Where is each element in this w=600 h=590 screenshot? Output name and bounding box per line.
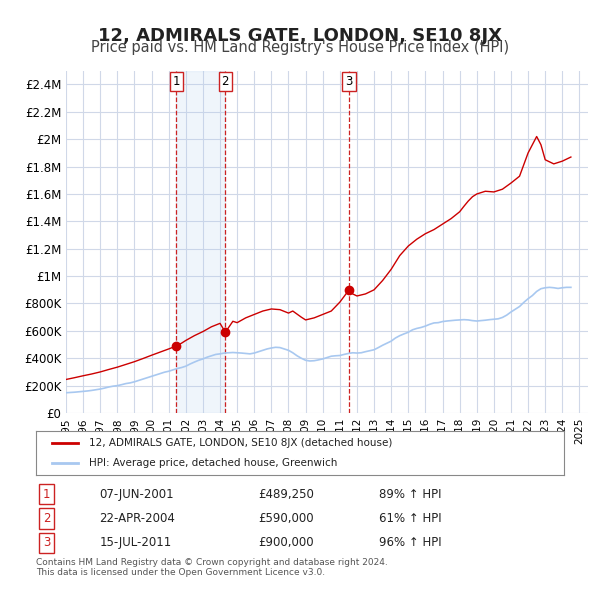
- Text: 12, ADMIRALS GATE, LONDON, SE10 8JX (detached house): 12, ADMIRALS GATE, LONDON, SE10 8JX (det…: [89, 438, 392, 448]
- Text: 96% ↑ HPI: 96% ↑ HPI: [379, 536, 442, 549]
- Bar: [176, 71, 226, 413]
- Text: Price paid vs. HM Land Registry's House Price Index (HPI): Price paid vs. HM Land Registry's House …: [91, 40, 509, 54]
- Text: HPI: Average price, detached house, Greenwich: HPI: Average price, detached house, Gree…: [89, 458, 337, 467]
- Text: £590,000: £590,000: [258, 512, 313, 525]
- Text: 1: 1: [43, 487, 50, 501]
- Text: 3: 3: [43, 536, 50, 549]
- Text: 15-JUL-2011: 15-JUL-2011: [100, 536, 172, 549]
- Text: 22-APR-2004: 22-APR-2004: [100, 512, 175, 525]
- Text: 07-JUN-2001: 07-JUN-2001: [100, 487, 174, 501]
- Text: 12, ADMIRALS GATE, LONDON, SE10 8JX: 12, ADMIRALS GATE, LONDON, SE10 8JX: [98, 27, 502, 45]
- Text: £900,000: £900,000: [258, 536, 313, 549]
- Text: 2: 2: [43, 512, 50, 525]
- Text: 1: 1: [172, 74, 180, 87]
- Text: Contains HM Land Registry data © Crown copyright and database right 2024.
This d: Contains HM Land Registry data © Crown c…: [36, 558, 388, 577]
- Text: 2: 2: [221, 74, 229, 87]
- Text: 89% ↑ HPI: 89% ↑ HPI: [379, 487, 442, 501]
- Text: £489,250: £489,250: [258, 487, 314, 501]
- Text: 61% ↑ HPI: 61% ↑ HPI: [379, 512, 442, 525]
- Text: 3: 3: [346, 74, 353, 87]
